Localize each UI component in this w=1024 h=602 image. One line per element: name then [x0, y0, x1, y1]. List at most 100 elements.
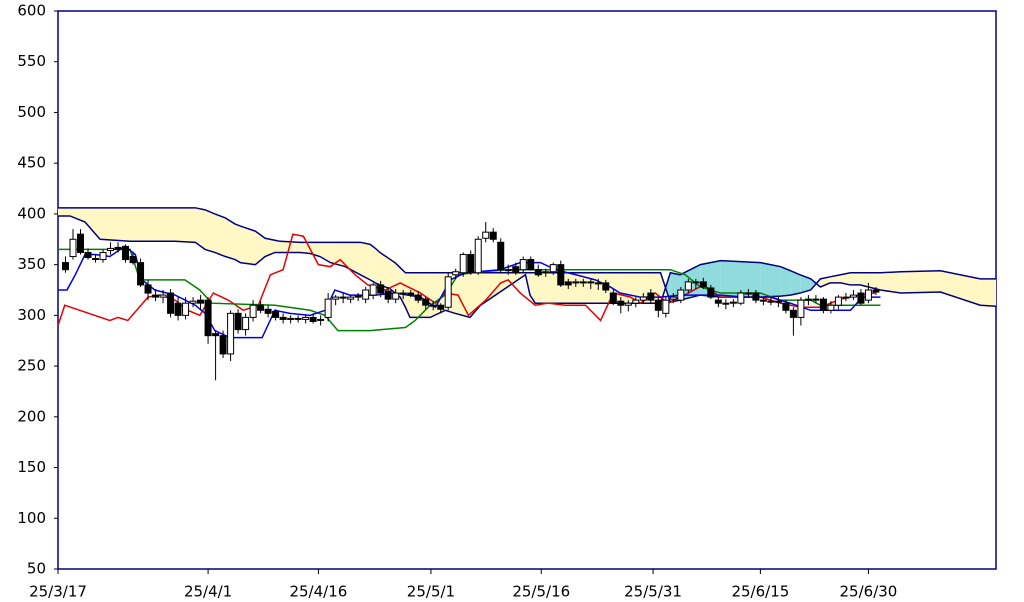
candle-body	[377, 284, 385, 294]
candle-body	[459, 253, 467, 274]
candle-body	[519, 259, 527, 271]
candle-body	[474, 238, 482, 274]
candle-body	[182, 302, 190, 316]
candle-body	[279, 316, 287, 320]
cloud-fill	[235, 224, 241, 263]
candle-body	[324, 298, 332, 318]
y-tick-label: 100	[17, 509, 46, 527]
candle-body	[114, 246, 122, 250]
cloud-fill	[400, 267, 406, 308]
cloud-fill	[195, 207, 206, 250]
candle-body	[122, 245, 130, 261]
candle-body	[317, 318, 325, 321]
candle-body	[842, 296, 850, 299]
cloud-fill	[780, 266, 791, 297]
candle-body	[504, 269, 512, 272]
x-tick-label: 25/5/1	[407, 583, 455, 601]
candle-body	[444, 276, 452, 308]
candle-body	[722, 302, 730, 305]
cloud-line	[58, 207, 996, 304]
candle-body	[549, 264, 557, 273]
candle-body	[204, 299, 212, 337]
candle-body	[167, 292, 175, 314]
candle-body	[272, 310, 280, 318]
candle-body	[579, 281, 587, 284]
candle-body	[84, 251, 92, 259]
candle-body	[489, 231, 497, 240]
candle-body	[69, 238, 77, 258]
candle-body	[692, 281, 700, 284]
candle-body	[647, 292, 655, 301]
candle-body	[414, 294, 422, 301]
y-tick-label: 450	[17, 154, 46, 172]
candle-body	[744, 292, 752, 295]
candle-body	[407, 292, 415, 296]
cloud-fill	[720, 260, 761, 298]
candle-body	[864, 289, 872, 301]
candle-body	[632, 299, 640, 304]
candle-body	[467, 253, 475, 274]
candle-body	[684, 281, 692, 291]
candle-body	[422, 298, 430, 306]
candle-body	[159, 294, 167, 298]
y-tick-label: 350	[17, 255, 46, 273]
candle-body	[227, 312, 235, 355]
cloud-fill	[280, 241, 301, 253]
cloud-fill	[665, 272, 671, 303]
candle-body	[782, 302, 790, 311]
cloud-fill	[900, 270, 941, 294]
candle-body	[834, 296, 842, 306]
candle-body	[437, 304, 445, 310]
candle-body	[527, 259, 535, 271]
candle-body	[384, 290, 392, 300]
candle-body	[542, 271, 550, 274]
cloud-fill	[760, 262, 781, 298]
x-tick-label: 25/5/31	[624, 583, 682, 601]
candle-body	[257, 304, 265, 311]
x-tick-label: 25/4/1	[184, 583, 232, 601]
candle-body	[77, 233, 85, 253]
candle-body	[249, 304, 257, 318]
candle-body	[857, 292, 865, 304]
candle-body	[797, 299, 805, 318]
cloud-fill	[375, 248, 380, 285]
candle-body	[302, 316, 310, 320]
y-tick-label: 50	[27, 560, 46, 578]
plot-frame	[57, 10, 997, 570]
candle-body	[872, 289, 880, 293]
candle-body	[827, 304, 835, 311]
cloud-fill	[379, 252, 391, 289]
x-tick-label: 25/6/30	[840, 583, 898, 601]
y-tick-label: 500	[17, 103, 46, 121]
cloud-fill	[535, 272, 561, 304]
cloud-fill	[225, 217, 236, 260]
candle-body	[609, 292, 617, 304]
candle-body	[429, 304, 437, 307]
candle-body	[197, 299, 205, 304]
x-tick-label: 25/6/15	[731, 583, 789, 601]
candle-body	[452, 271, 460, 276]
candle-body	[347, 296, 355, 300]
cloud-fill	[790, 270, 801, 296]
y-tick-label: 250	[17, 357, 46, 375]
cloud-fill	[175, 207, 196, 243]
candle-body	[789, 309, 797, 318]
candle-body	[399, 292, 407, 295]
cloud-fill	[530, 272, 536, 304]
candle-body	[654, 299, 662, 311]
cloud-fill	[100, 207, 131, 242]
candle-body	[129, 256, 137, 264]
candle-body	[714, 299, 722, 304]
candle-body	[557, 264, 565, 286]
cloud-fill	[660, 272, 666, 304]
candle-body	[774, 300, 782, 303]
candle-body	[602, 282, 610, 291]
candle-body	[212, 333, 220, 337]
candle-body	[309, 316, 317, 322]
cloud-fill	[300, 242, 311, 254]
cloud-fill	[214, 213, 226, 257]
cloud-fill	[454, 272, 470, 318]
candle-body	[729, 301, 737, 304]
x-tick-label: 25/4/16	[289, 583, 347, 601]
candle-body	[354, 295, 362, 298]
